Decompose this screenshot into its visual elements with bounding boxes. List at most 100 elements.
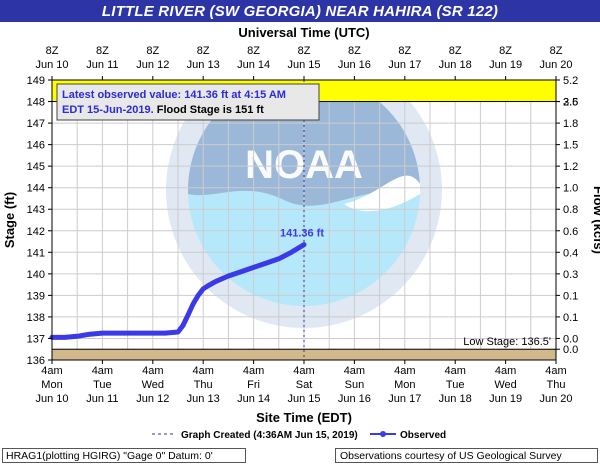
data-source-credit: Observations courtesy of US Geological S… [335,448,598,463]
top-tick-date: Jun 17 [388,59,421,71]
bottom-tick-day: Sun [345,379,365,391]
bottom-tick-time: 4am [344,365,365,377]
bottom-tick-date: Jun 17 [388,393,421,405]
top-tick-date: Jun 11 [86,59,118,71]
left-tick-label: 144 [27,183,45,195]
right-tick-label: 1.0 [563,183,578,195]
page-title: LITTLE RIVER (SW GEORGIA) NEAR HAHIRA (S… [101,3,499,20]
bottom-tick-time: 4am [495,365,516,377]
right-tick-label: 0.3 [563,269,578,281]
bottom-tick-time: 4am [293,365,314,377]
bottom-tick-day: Fri [247,379,260,391]
observed-line [49,242,307,340]
bottom-axis-label: Site Time (EDT) [256,410,352,425]
left-tick-label: 145 [27,161,45,173]
bottom-tick-date: Jun 15 [287,393,320,405]
right-tick-label: 1.2 [563,161,578,173]
bottom-tick-day: Wed [142,379,164,391]
bottom-tick-date: Jun 16 [338,393,371,405]
left-tick-label: 146 [27,140,45,152]
bottom-tick-date: Jun 13 [187,393,220,405]
top-tick-label: 8Z [398,45,411,57]
bottom-tick-time: 4am [92,365,113,377]
top-tick-label: 8Z [499,45,512,57]
bottom-tick-date: Jun 20 [539,393,572,405]
flood-stage-text: Flood Stage is 151 ft [157,104,264,116]
legend-created-label: Graph Created (4:36AM Jun 15, 2019) [181,430,358,441]
top-tick-date: Jun 16 [338,59,371,71]
left-tick-label: 143 [27,204,45,216]
top-tick-label: 8Z [298,45,311,57]
left-tick-label: 136 [27,355,45,367]
left-tick-label: 148 [27,97,45,109]
top-tick-date: Jun 14 [237,59,270,71]
top-axis-label: Universal Time (UTC) [238,25,369,40]
bottom-tick-date: Jun 18 [439,393,472,405]
bottom-tick-time: 4am [394,365,415,377]
top-tick-label: 8Z [96,45,109,57]
bottom-tick-day: Thu [194,379,213,391]
observed-series [49,242,307,340]
top-tick-label: 8Z [449,45,462,57]
left-tick-label: 147 [27,118,45,130]
bottom-tick-time: 4am [192,365,213,377]
left-tick-label: 142 [27,226,45,238]
axes: 136 137 138 139 140 141 142 143 144 145 146 147 148 1… [27,45,579,405]
latest-value-box: Latest observed value: 141.36 ft at 4:15… [56,83,320,121]
right-tick-label: 0.0 [563,333,578,345]
right-tick-label: 0.1 [563,290,578,302]
bottom-tick-date: Jun 14 [237,393,270,405]
gage-datum-info: HRAG1(plotting HGIRG) "Gage 0" Datum: 0' [2,448,246,463]
bottom-tick-time: 4am [243,365,264,377]
right-tick-label: 0.1 [563,312,578,324]
top-tick-label: 8Z [146,45,159,57]
bottom-tick-time: 4am [142,365,163,377]
low-stage-label: Low Stage: 136.5' [463,336,551,348]
legend-observed-marker [380,431,386,437]
bottom-tick-day: Mon [41,379,62,391]
right-tick-label: 5.2 [563,75,578,87]
bottom-tick-date: Jun 12 [136,393,169,405]
top-tick-date: Jun 20 [539,59,572,71]
top-tick-date: Jun 12 [136,59,169,71]
right-tick-label: 1.8 [563,118,578,130]
left-tick-label: 139 [27,290,45,302]
title-bar: LITTLE RIVER (SW GEORGIA) NEAR HAHIRA (S… [0,0,600,22]
bottom-tick-day: Thu [547,379,566,391]
svg-text:EDT 15-Jun-2019. Flood: EDT 15-Jun-2019. Flood Stage is 151 ft [62,104,264,116]
top-tick-label: 8Z [46,45,59,57]
top-tick-label: 8Z [197,45,210,57]
annotations: 141.36 ft [280,80,324,360]
bottom-tick-day: Wed [494,379,516,391]
top-tick-date: Jun 13 [187,59,220,71]
top-tick-date: Jun 10 [35,59,68,71]
left-tick-label: 137 [27,333,45,345]
bottom-tick-time: 4am [41,365,62,377]
bottom-tick-time: 4am [444,365,465,377]
latest-value-label: 141.36 ft [280,228,324,240]
top-tick-label: 8Z [550,45,563,57]
latest-value-line1: Latest observed value: 141.36 ft at 4:15… [62,89,286,101]
legend: Graph Created (4:36AM Jun 15, 2019) Obse… [152,430,446,441]
left-tick-label: 138 [27,312,45,324]
left-tick-label: 149 [27,75,45,87]
right-tick-label: 0.0 [563,344,578,356]
top-tick-label: 8Z [348,45,361,57]
top-tick-date: Jun 15 [287,59,320,71]
right-tick-label: 0.4 [563,247,578,259]
bottom-tick-date: Jun 19 [489,393,522,405]
right-tick-label: 0.8 [563,204,578,216]
bottom-tick-day: Mon [394,379,415,391]
watermark-bird [344,175,420,212]
left-tick-label: 141 [27,247,45,259]
bottom-tick-day: Tue [446,379,465,391]
bottom-tick-date: Jun 10 [35,393,68,405]
top-tick-label: 8Z [247,45,260,57]
right-tick-label: 2.5 [563,97,578,109]
left-tick-label: 140 [27,269,45,281]
right-tick-label: 1.5 [563,140,578,152]
right-axis-label: Flow (kcfs) [591,186,600,254]
top-tick-date: Jun 19 [489,59,522,71]
right-tick-label: 3.6 [563,97,578,109]
bottom-tick-date: Jun 11 [86,393,118,405]
